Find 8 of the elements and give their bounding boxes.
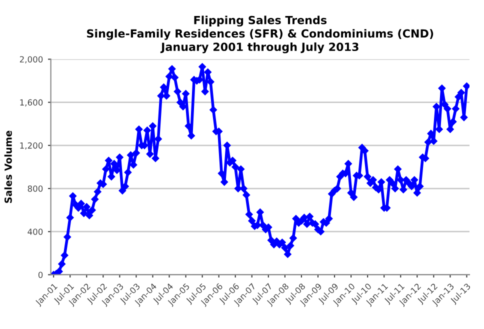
- y-tick-label: 400: [28, 228, 43, 235]
- y-tick-label: 0: [38, 272, 43, 278]
- chart-title: Flipping Sales Trends Single-Family Residences (SFR) & Condominiums (CND) January 2001 through July 2013: [87, 16, 434, 54]
- y-tick-label: 800: [28, 186, 43, 192]
- y-tick-label: 2,000: [20, 56, 43, 64]
- y-tick-label: 1,600: [20, 99, 43, 106]
- y-axis-title: Sales Volume: [4, 130, 12, 203]
- y-tick-label: 1,200: [20, 142, 43, 150]
